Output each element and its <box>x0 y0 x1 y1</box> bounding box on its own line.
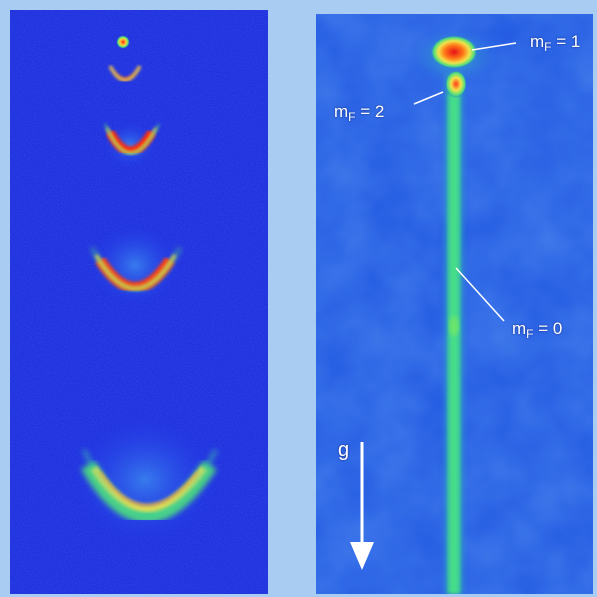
left-image-panel <box>10 10 268 594</box>
cloud-sequence-image <box>10 10 268 594</box>
cloud-3 <box>85 220 185 310</box>
label-mf2: mF = 2 <box>334 102 385 124</box>
cloud-2 <box>100 119 160 171</box>
mf1-spot <box>430 35 478 69</box>
label-mf1: mF = 1 <box>530 32 581 54</box>
cloud-1 <box>108 35 142 82</box>
mf2-spot <box>445 70 467 98</box>
right-image-panel: mF = 1 mF = 2 mF = 0 g <box>316 14 593 594</box>
label-mf0: mF = 0 <box>512 319 563 341</box>
label-gravity: g <box>338 439 350 461</box>
down-arrow-icon <box>350 442 374 570</box>
cloud-4 <box>65 410 225 550</box>
atom-beam-image <box>316 14 593 594</box>
